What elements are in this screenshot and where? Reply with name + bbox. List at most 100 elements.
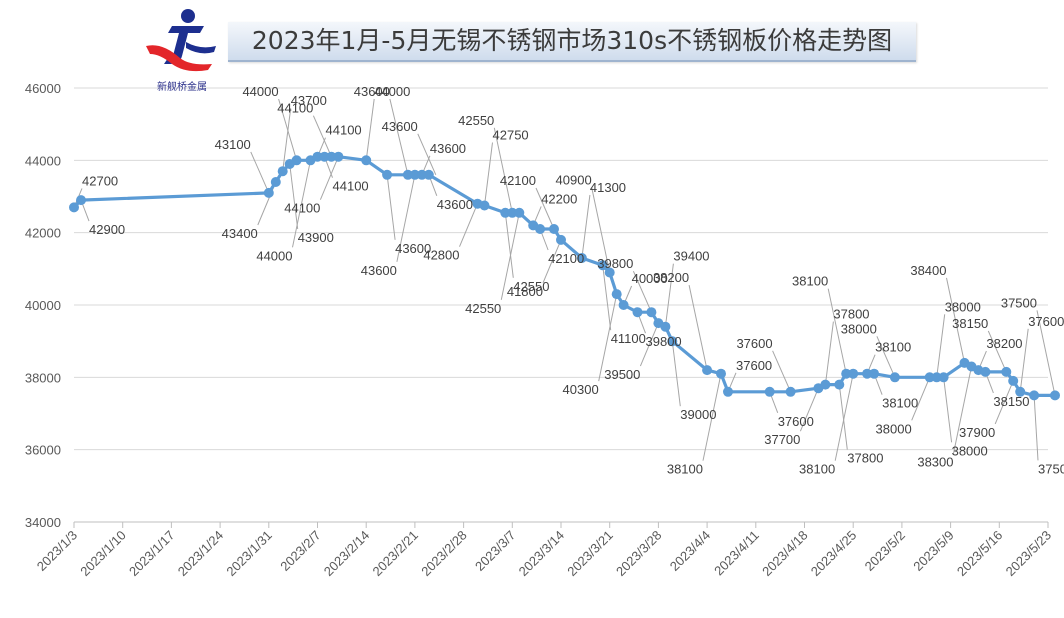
data-label: 41300	[590, 180, 626, 195]
data-label: 43600	[395, 241, 431, 256]
logo-wing-shape	[186, 42, 216, 54]
data-point	[556, 234, 566, 245]
data-label: 37600	[1028, 314, 1064, 329]
label-leader	[987, 330, 1007, 373]
data-point	[409, 169, 420, 180]
label-leader	[688, 284, 708, 371]
data-point	[764, 386, 775, 397]
x-tick-label: 2023/2/21	[370, 528, 422, 580]
x-axis: 2023/1/32023/1/102023/1/172023/1/242023/…	[34, 521, 1054, 580]
y-tick-label: 42000	[25, 226, 61, 241]
label-leader	[936, 314, 946, 378]
data-label: 43600	[361, 263, 397, 278]
x-tick-label: 2023/5/2	[862, 528, 908, 574]
data-point	[319, 151, 330, 162]
data-point	[535, 224, 546, 234]
label-leader	[946, 277, 965, 364]
label-leader	[664, 263, 674, 327]
data-point	[479, 200, 490, 211]
data-label: 38200	[653, 270, 689, 285]
data-point	[611, 289, 622, 300]
data-point	[69, 202, 79, 213]
label-leader	[943, 377, 953, 443]
data-label: 42100	[548, 251, 584, 266]
x-tick-label: 2023/1/31	[223, 528, 275, 580]
data-point	[604, 267, 615, 278]
label-leader	[289, 163, 299, 230]
data-point	[889, 372, 900, 383]
y-tick-label: 44000	[25, 153, 61, 168]
data-label: 42550	[513, 279, 549, 294]
data-labels: 42700 42900 43100 43400 43700 43900 44000 44000…	[82, 84, 1064, 477]
label-leader	[1019, 328, 1029, 392]
data-label: 38100	[875, 340, 911, 355]
data-point	[862, 368, 873, 379]
label-leader	[671, 341, 681, 407]
data-label: 42900	[89, 222, 125, 237]
y-tick-label: 36000	[25, 443, 61, 458]
data-label: 37600	[778, 414, 814, 429]
label-leader	[827, 288, 847, 374]
x-tick-label: 2023/2/28	[418, 528, 470, 580]
x-tick-label: 2023/4/18	[759, 528, 811, 580]
x-tick-label: 2023/2/7	[277, 528, 323, 574]
data-point	[618, 300, 629, 310]
label-leader	[493, 127, 513, 213]
label-leader	[504, 212, 514, 278]
data-label: 37500	[1038, 461, 1064, 476]
data-label: 38100	[882, 396, 918, 411]
data-point	[869, 368, 880, 379]
x-tick-label: 2023/1/17	[126, 528, 178, 580]
data-point	[263, 187, 274, 198]
data-label: 43600	[430, 141, 466, 156]
x-tick-label: 2023/3/7	[472, 528, 518, 574]
label-leader	[250, 151, 270, 194]
data-label: 41800	[507, 284, 543, 299]
label-leader	[459, 203, 478, 247]
data-point	[291, 155, 302, 166]
data-label: 43400	[222, 226, 258, 241]
data-label: 44100	[333, 179, 369, 194]
data-point	[848, 368, 859, 379]
data-point	[667, 336, 678, 347]
data-label: 44000	[256, 248, 292, 263]
label-leader	[1036, 310, 1056, 396]
x-tick-label: 2023/4/4	[667, 528, 713, 574]
data-label: 38400	[910, 263, 946, 278]
data-label: 37800	[847, 451, 883, 466]
data-point	[312, 151, 323, 162]
data-label: 38000	[945, 299, 981, 314]
y-tick-label: 34000	[25, 515, 61, 530]
data-label: 44000	[242, 84, 278, 99]
chart-title-box: 2023年1月-5月无锡不锈钢市场310s不锈钢板价格走势图	[228, 22, 916, 62]
data-point	[270, 177, 281, 187]
data-label: 38000	[841, 321, 877, 336]
data-label: 38100	[799, 462, 835, 477]
data-label: 43100	[215, 137, 251, 152]
data-label: 38300	[917, 455, 953, 470]
x-tick-label: 2023/2/14	[321, 528, 373, 580]
y-tick-label: 46000	[25, 81, 61, 96]
data-label: 43600	[354, 84, 390, 99]
data-label: 37600	[736, 358, 772, 373]
label-leader	[639, 322, 659, 367]
data-label: 44000	[374, 84, 410, 99]
data-label: 42750	[493, 128, 529, 143]
label-leader	[953, 366, 972, 454]
data-point	[507, 207, 518, 218]
label-leader	[838, 384, 848, 450]
data-label: 37600	[736, 336, 772, 351]
data-label: 37900	[959, 425, 995, 440]
data-label: 44100	[284, 201, 320, 216]
data-point	[514, 207, 525, 218]
x-tick-label: 2023/1/10	[77, 528, 129, 580]
x-tick-label: 2023/3/14	[516, 528, 568, 580]
label-leader	[389, 98, 409, 175]
label-leader	[824, 321, 834, 385]
data-point	[702, 365, 713, 376]
data-label: 42550	[458, 113, 494, 128]
data-point	[76, 195, 86, 206]
label-leader	[365, 98, 375, 161]
data-label: 37500	[1001, 295, 1037, 310]
data-point	[924, 372, 935, 383]
